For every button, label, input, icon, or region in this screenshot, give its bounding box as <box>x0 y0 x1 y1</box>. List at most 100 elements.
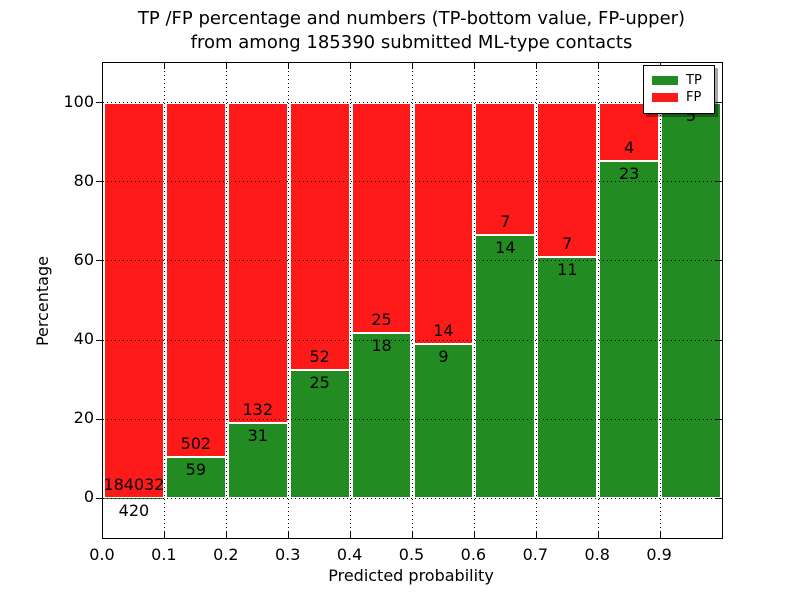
x-tick-top <box>473 63 475 69</box>
fp-count-label: 7 <box>562 233 573 253</box>
y-tick-right <box>716 260 722 262</box>
fp-bar-segment <box>289 102 350 370</box>
x-tick-top <box>164 63 166 69</box>
x-tick-label: 0.5 <box>398 545 425 564</box>
tp-count-label: 59 <box>185 459 207 479</box>
h-gridline <box>103 418 722 420</box>
h-gridline <box>103 181 722 183</box>
plot-area: 1840324205025913231522525181497147114230… <box>95 62 723 539</box>
y-tick-label: 20 <box>73 408 94 428</box>
tp-bar-segment <box>227 423 288 499</box>
fp-bar-segment <box>227 102 288 424</box>
y-tick-left <box>95 102 102 104</box>
x-tick-label: 0.0 <box>89 545 115 564</box>
y-tick-left <box>95 339 102 341</box>
y-tick-label: 80 <box>73 170 94 190</box>
chart-title-line1: TP /FP percentage and numbers (TP-bottom… <box>137 8 686 29</box>
x-tick-bottom <box>535 532 537 538</box>
fp-bar-segment <box>413 102 474 344</box>
y-tick-left <box>95 418 102 420</box>
fp-count-label: 4 <box>624 138 635 158</box>
fp-legend-label: FP <box>686 90 702 105</box>
y-tick-label: 100 <box>63 91 94 111</box>
x-tick-label: 0.3 <box>274 545 301 564</box>
legend: TP FP <box>643 65 715 114</box>
tp-count-label: 31 <box>247 426 268 446</box>
chart-title-line2: from among 185390 submitted ML-type cont… <box>190 32 633 53</box>
v-gridline <box>412 63 413 538</box>
y-tick-label: 40 <box>73 329 94 349</box>
x-tick-bottom <box>412 532 413 538</box>
tp-bar-segment <box>599 161 660 499</box>
v-gridline <box>473 63 475 538</box>
tp-bar-segment <box>351 332 412 499</box>
x-tick-top <box>597 63 599 69</box>
fp-bar-segment <box>165 102 226 457</box>
tp-legend-swatch <box>652 76 678 85</box>
fp-count-label: 7 <box>500 211 511 231</box>
v-gridline <box>597 63 599 538</box>
y-tick-right <box>716 497 722 499</box>
x-tick-bottom <box>226 532 228 538</box>
tp-count-label: 5 <box>685 105 697 125</box>
fp-count-label: 132 <box>242 400 274 420</box>
x-tick-top <box>226 63 228 69</box>
tp-count-label: 18 <box>371 335 392 355</box>
fp-count-label: 502 <box>180 433 212 453</box>
x-tick-label: 0.9 <box>646 545 672 564</box>
fp-bar-segment <box>475 102 536 235</box>
v-gridline <box>659 63 661 538</box>
tp-bar-segment <box>537 256 598 499</box>
x-tick-bottom <box>350 532 352 538</box>
h-gridline <box>103 339 722 341</box>
v-gridline <box>164 63 166 538</box>
tp-bar-segment <box>475 234 536 499</box>
x-tick-label: 0.1 <box>151 545 177 564</box>
fp-bar-segment <box>351 102 412 333</box>
y-tick-label: 60 <box>73 249 94 269</box>
y-axis-label: Percentage <box>33 256 52 347</box>
y-tick-label: 0 <box>83 487 94 507</box>
x-tick-bottom <box>597 532 599 538</box>
legend-entry-fp: FP <box>652 89 706 106</box>
y-tick-left <box>95 497 102 499</box>
y-tick-right <box>716 418 722 420</box>
fp-legend-swatch <box>652 93 678 102</box>
tp-count-label: 420 <box>118 500 150 520</box>
v-gridline <box>226 63 228 538</box>
fp-bar-segment <box>104 102 164 498</box>
x-tick-label: 0.2 <box>213 545 239 564</box>
fp-count-label: 14 <box>433 320 454 340</box>
x-axis-label: Predicted probability <box>328 566 494 585</box>
y-tick-right <box>716 339 722 341</box>
tp-count-label: 9 <box>438 346 449 366</box>
x-tick-bottom <box>473 532 475 538</box>
y-tick-right <box>716 102 722 104</box>
h-gridline <box>103 260 722 262</box>
x-tick-bottom <box>164 532 166 538</box>
x-tick-label: 0.7 <box>522 545 549 564</box>
h-gridline <box>103 102 722 104</box>
x-tick-top <box>412 63 413 69</box>
tp-count-label: 11 <box>557 259 578 279</box>
tp-bar-segment <box>289 369 350 499</box>
v-gridline <box>288 63 290 538</box>
tp-count-label: 23 <box>618 164 640 184</box>
fp-bar-segment <box>537 102 598 257</box>
x-tick-label: 0.8 <box>584 545 610 564</box>
y-tick-right <box>716 181 722 183</box>
y-tick-left <box>95 260 102 262</box>
tp-legend-label: TP <box>686 73 702 88</box>
y-tick-left <box>95 181 102 183</box>
x-tick-top <box>288 63 290 69</box>
fp-count-label: 52 <box>309 346 330 366</box>
tp-bar-segment <box>661 102 721 499</box>
x-tick-bottom <box>288 532 290 538</box>
fp-count-label: 25 <box>371 309 392 329</box>
h-gridline <box>103 497 722 499</box>
x-tick-label: 0.6 <box>460 545 487 564</box>
x-tick-top <box>535 63 537 69</box>
tp-count-label: 25 <box>309 372 330 392</box>
legend-entry-tp: TP <box>652 72 706 89</box>
